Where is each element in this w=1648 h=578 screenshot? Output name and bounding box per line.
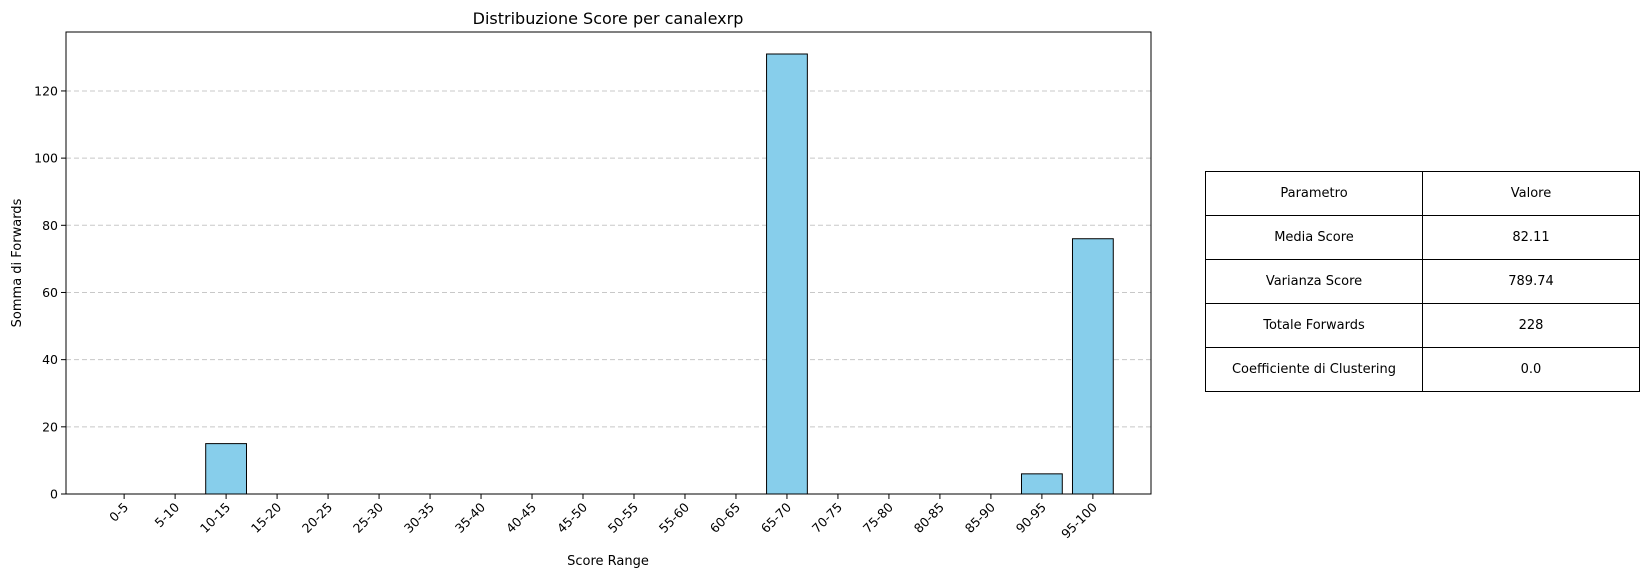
table-header-row: Parametro Valore xyxy=(1205,171,1640,216)
x-tick-label: 0-5 xyxy=(106,500,131,525)
table-row: Media Score 82.11 xyxy=(1205,215,1640,260)
x-tick-label: 65-70 xyxy=(758,499,794,535)
x-tick-label: 15-20 xyxy=(248,499,284,535)
y-tick-label: 40 xyxy=(42,352,58,367)
y-axis-ticks: 0 20 40 60 80 100 120 xyxy=(34,83,66,502)
bar-90-95 xyxy=(1020,473,1063,495)
x-tick-label: 25-30 xyxy=(350,499,386,535)
x-tick-label: 20-25 xyxy=(299,500,335,536)
table-cell-value: 0.0 xyxy=(1422,347,1640,392)
x-tick-label: 60-65 xyxy=(707,500,743,536)
plot-frame xyxy=(65,31,1152,495)
bars xyxy=(103,53,1114,495)
x-tick-label: 35-40 xyxy=(452,499,488,535)
table-cell-parameter: Totale Forwards xyxy=(1205,303,1423,348)
x-tick-label: 40-45 xyxy=(503,500,539,536)
x-tick-label: 30-35 xyxy=(401,500,437,536)
y-tick-label: 20 xyxy=(42,419,58,434)
x-tick-label: 5-10 xyxy=(152,499,183,530)
bar-95-100 xyxy=(1071,238,1114,495)
table-row: Coefficiente di Clustering 0.0 xyxy=(1205,347,1640,392)
x-tick-label: 80-85 xyxy=(911,500,947,536)
table-header-valore: Valore xyxy=(1422,171,1640,216)
table-cell-parameter: Varianza Score xyxy=(1205,259,1423,304)
chart-title: Distribuzione Score per canalexrp xyxy=(473,9,744,28)
table-row: Varianza Score 789.74 xyxy=(1205,259,1640,304)
table-header-parametro: Parametro xyxy=(1205,171,1423,216)
bar-65-70 xyxy=(766,53,808,495)
y-tick-label: 120 xyxy=(34,83,58,98)
table-cell-value: 789.74 xyxy=(1422,259,1640,304)
x-tick-label: 45-50 xyxy=(554,499,590,535)
x-axis-label: Score Range xyxy=(567,554,649,569)
x-axis-ticks: 0-5 5-10 10-15 15-20 20-25 25-30 30-35 35-40 40-… xyxy=(106,494,1100,541)
table-cell-value: 228 xyxy=(1422,303,1640,348)
stats-table: Parametro Valore Media Score 82.11 Varia… xyxy=(1205,171,1640,392)
table-cell-parameter: Media Score xyxy=(1205,215,1423,260)
bar-10-15 xyxy=(205,443,247,495)
table-row: Totale Forwards 228 xyxy=(1205,303,1640,348)
x-tick-label: 50-55 xyxy=(605,500,641,536)
table-cell-parameter: Coefficiente di Clustering xyxy=(1205,347,1423,392)
y-tick-label: 0 xyxy=(50,487,58,502)
table-cell-value: 82.11 xyxy=(1422,215,1640,260)
x-tick-label: 55-60 xyxy=(656,499,692,535)
x-tick-label: 10-15 xyxy=(197,500,233,536)
y-tick-label: 100 xyxy=(34,151,58,166)
x-tick-label: 70-75 xyxy=(809,500,845,536)
x-tick-label: 90-95 xyxy=(1013,500,1049,536)
y-gridlines xyxy=(66,90,1151,428)
y-tick-label: 60 xyxy=(42,285,58,300)
x-tick-label: 85-90 xyxy=(962,499,998,535)
score-distribution-chart: Distribuzione Score per canalexrp 0 20 40 6… xyxy=(10,9,1152,569)
x-tick-label: 75-80 xyxy=(860,499,896,535)
x-tick-label: 95-100 xyxy=(1058,499,1100,541)
y-axis-label: Somma di Forwards xyxy=(10,198,25,327)
y-tick-label: 80 xyxy=(42,218,58,233)
